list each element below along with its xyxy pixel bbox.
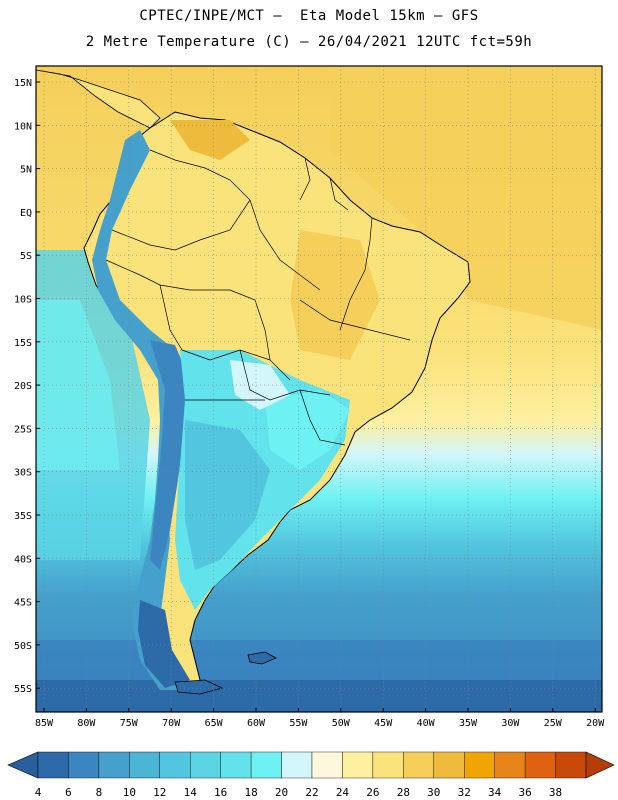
argentina-interior-cool bbox=[185, 420, 270, 570]
map-subtitle: 2 Metre Temperature (C) – 26/04/2021 12U… bbox=[85, 34, 533, 50]
lat-label: 25S bbox=[14, 424, 32, 435]
colorbar-swatch bbox=[524, 751, 556, 779]
tierra-del-fuego bbox=[174, 679, 224, 695]
lat-label: 5N bbox=[20, 165, 32, 176]
colorbar-label: 26 bbox=[366, 786, 379, 799]
longitude-labels: 85W 80W 75W 70W 65W 60W 55W 50W 45W 40W 35W 30W 25W 2… bbox=[35, 708, 605, 729]
falkland-islands bbox=[247, 651, 277, 665]
lon-label: 65W bbox=[205, 718, 224, 729]
colorbar-label: 4 bbox=[35, 786, 42, 799]
lon-label: 45W bbox=[374, 718, 393, 729]
colorbar-label: 38 bbox=[549, 786, 562, 799]
lat-label: 5S bbox=[20, 251, 32, 262]
colorbar-swatch bbox=[98, 751, 130, 779]
lat-label: 20S bbox=[14, 381, 32, 392]
lat-label: 15S bbox=[14, 338, 32, 349]
lat-label: 55S bbox=[14, 684, 32, 695]
lon-label: 40W bbox=[417, 718, 436, 729]
lat-label: 45S bbox=[14, 598, 32, 609]
central-america bbox=[36, 69, 161, 129]
lat-label: 15N bbox=[14, 78, 32, 89]
lat-label: 10S bbox=[14, 295, 32, 306]
lon-label: 35W bbox=[459, 718, 478, 729]
colorbar-low-arrow bbox=[7, 751, 39, 779]
colorbar-swatch bbox=[220, 751, 252, 779]
lon-label: 20W bbox=[586, 718, 605, 729]
colorbar-swatch bbox=[159, 751, 191, 779]
lon-label: 50W bbox=[332, 718, 351, 729]
lat-label: EQ bbox=[20, 208, 32, 219]
colorbar-swatch bbox=[281, 751, 313, 779]
lon-label: 75W bbox=[120, 718, 139, 729]
colorbar-swatch bbox=[494, 751, 526, 779]
venezuela-warm bbox=[170, 120, 250, 160]
colorbar-label: 22 bbox=[305, 786, 318, 799]
pacific-upwelling bbox=[36, 300, 120, 470]
lat-label: 50S bbox=[14, 641, 32, 652]
colorbar: 4 6 8 10 12 14 16 18 20 22 24 26 28 30 32 34 36 38 bbox=[7, 751, 615, 799]
colorbar-swatch bbox=[250, 751, 282, 779]
colorbar-swatch bbox=[555, 751, 587, 779]
colorbar-label: 10 bbox=[123, 786, 136, 799]
colorbar-label: 28 bbox=[397, 786, 410, 799]
colorbar-swatch bbox=[464, 751, 495, 779]
colorbar-label: 12 bbox=[153, 786, 166, 799]
colorbar-label: 14 bbox=[184, 786, 198, 799]
colorbar-high-arrow bbox=[585, 751, 615, 779]
uruguay-south-brazil-cool bbox=[265, 390, 350, 470]
southern-band-3 bbox=[36, 680, 602, 712]
southern-band-1 bbox=[36, 600, 602, 640]
colorbar-swatch bbox=[190, 751, 221, 779]
latitude-labels: 15N 10N 5N EQ 5S 10S 15S 20S 25S 30S 35S 40S 45S 50S 5… bbox=[14, 78, 40, 695]
map-frame bbox=[35, 65, 603, 713]
lon-label: 25W bbox=[544, 718, 563, 729]
central-brazil-warm bbox=[290, 230, 380, 360]
colorbar-swatch bbox=[403, 751, 434, 779]
colorbar-label: 36 bbox=[518, 786, 531, 799]
lon-label: 55W bbox=[289, 718, 308, 729]
colorbar-label: 24 bbox=[336, 786, 350, 799]
map-title: CPTEC/INPE/MCT – Eta Model 15km – GFS bbox=[139, 8, 479, 24]
colorbar-label: 6 bbox=[65, 786, 72, 799]
lat-label: 35S bbox=[14, 511, 32, 522]
lon-label: 60W bbox=[247, 718, 266, 729]
colorbar-label: 20 bbox=[275, 786, 288, 799]
colorbar-label: 32 bbox=[458, 786, 471, 799]
lat-label: 30S bbox=[14, 468, 32, 479]
altiplano-cold bbox=[150, 340, 190, 570]
colorbar-label: 34 bbox=[488, 786, 502, 799]
patagonia-andes-cold bbox=[138, 600, 190, 688]
colorbar-label: 30 bbox=[427, 786, 440, 799]
lat-label: 10N bbox=[14, 121, 32, 132]
lon-label: 30W bbox=[501, 718, 520, 729]
colorbar-swatch bbox=[129, 751, 160, 779]
atlantic-warm-water bbox=[330, 66, 602, 330]
lon-label: 85W bbox=[35, 718, 54, 729]
colorbar-swatch bbox=[68, 751, 100, 779]
lon-label: 70W bbox=[162, 718, 181, 729]
lon-label: 80W bbox=[77, 718, 96, 729]
colorbar-label: 18 bbox=[244, 786, 257, 799]
lat-label: 40S bbox=[14, 554, 32, 565]
colorbar-label: 16 bbox=[214, 786, 227, 799]
colorbar-swatch bbox=[372, 751, 404, 779]
colorbar-swatch bbox=[433, 751, 465, 779]
colorbar-label: 8 bbox=[96, 786, 103, 799]
colorbar-swatch bbox=[311, 751, 343, 779]
map-field bbox=[36, 66, 602, 712]
colorbar-swatch bbox=[342, 751, 374, 779]
colorbar-swatch bbox=[37, 751, 69, 779]
